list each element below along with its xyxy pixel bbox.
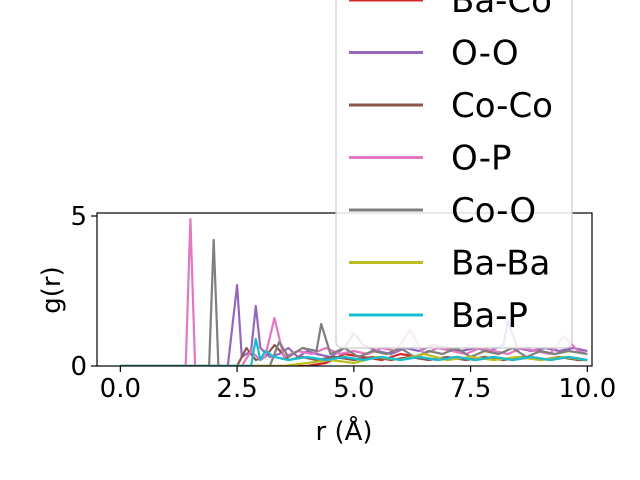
legend-label-co-co: Co-Co <box>451 86 553 126</box>
legend-box <box>335 0 573 349</box>
x-axis-label: r (Å) <box>315 415 372 447</box>
x-axis: 0.0 2.5 5.0 7.5 10.0 <box>100 366 616 404</box>
legend-label-o-o: O-O <box>451 34 519 74</box>
series-line-co-o <box>120 238 588 366</box>
legend: Ba-Co O-O Co-Co O-P Co-O Ba-Ba Ba-P <box>335 0 573 349</box>
y-tick-label: 0 <box>70 352 87 382</box>
series-line-ba-p <box>120 337 588 366</box>
x-tick-label: 2.5 <box>216 374 257 404</box>
y-axis-label: g(r) <box>37 266 67 313</box>
x-tick-label: 5.0 <box>333 374 374 404</box>
y-axis: 05 <box>70 202 97 382</box>
legend-label-ba-p: Ba-P <box>451 296 528 336</box>
x-tick-label: 0.0 <box>100 374 141 404</box>
legend-label-ba-ba: Ba-Ba <box>451 244 550 284</box>
legend-label-co-o: Co-O <box>451 191 536 231</box>
x-tick-label: 10.0 <box>558 374 616 404</box>
legend-label-ba-co: Ba-Co <box>451 0 552 21</box>
series-line-ba-ba <box>120 352 588 366</box>
legend-label-o-p: O-P <box>451 139 511 179</box>
y-tick-label: 5 <box>70 202 87 232</box>
x-tick-label: 7.5 <box>450 374 491 404</box>
